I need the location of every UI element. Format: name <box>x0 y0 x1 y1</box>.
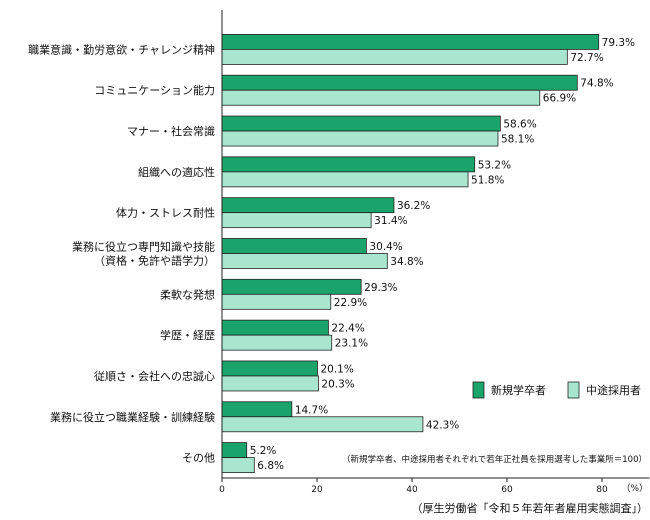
bar-mid-career-10 <box>221 457 255 473</box>
value-label-new-grads-5: 30.4% <box>369 241 402 253</box>
category-label-9: 業務に役立つ職業経験・訓練経験 <box>50 410 215 424</box>
x-tick-label-0: 0 <box>219 485 225 495</box>
bar-mid-career-8 <box>221 375 319 392</box>
bar-mid-career-7 <box>221 334 333 351</box>
bar-mid-career-0 <box>221 49 568 65</box>
source-citation: （厚生労働省「令和５年若年者雇用実態調査」） <box>412 501 649 515</box>
bar-new-grads-0 <box>221 34 600 50</box>
value-label-mid-career-4: 31.4% <box>374 215 407 227</box>
bar-mid-career-2 <box>221 130 499 147</box>
category-label-0: 職業意識・勤労意欲・チャレンジ精神 <box>28 42 215 56</box>
value-labels: 79.3% 72.7% 74.8% 66.9% 58.6% 58.1% 53.2% 51.8%… <box>250 37 635 472</box>
x-tick-label-1: 20 <box>311 485 323 495</box>
category-label-1: コミュニケーション能力 <box>94 83 215 97</box>
chart-note: （新規学卒者、中途採用者それぞれで若年正社員を採用選考した事業所＝100） <box>342 454 647 465</box>
value-label-new-grads-7: 22.4% <box>331 323 364 335</box>
bar-new-grads-6 <box>221 278 362 295</box>
value-label-mid-career-7: 23.1% <box>335 338 368 350</box>
category-label-4: 体力・ストレス耐性 <box>116 206 215 220</box>
legend-label-mid-career: 中途採用者 <box>586 383 641 397</box>
value-label-new-grads-9: 14.7% <box>295 404 328 416</box>
value-label-new-grads-1: 74.8% <box>580 78 613 90</box>
bar-new-grads-10 <box>221 442 248 458</box>
x-tick-labels: 0 20 40 60 80 <box>219 478 608 495</box>
category-label-6: 柔軟な発想 <box>160 287 215 301</box>
bar-new-grads-1 <box>221 74 578 91</box>
value-label-mid-career-1: 66.9% <box>543 93 576 105</box>
legend: 新規学卒者 中途採用者 <box>472 381 641 399</box>
value-label-new-grads-3: 53.2% <box>478 159 511 171</box>
value-label-new-grads-10: 5.2% <box>250 445 277 457</box>
value-label-mid-career-6: 22.9% <box>334 297 367 309</box>
value-label-new-grads-4: 36.2% <box>397 200 430 212</box>
bar-new-grads-5 <box>221 238 367 254</box>
value-label-mid-career-2: 58.1% <box>501 134 534 146</box>
value-label-mid-career-8: 20.3% <box>321 378 354 390</box>
axes <box>221 10 650 479</box>
category-labels: 職業意識・勤労意欲・チャレンジ精神コミュニケーション能力マナー・社会常識組織への… <box>28 42 215 464</box>
bar-new-grads-4 <box>221 197 395 214</box>
value-label-mid-career-10: 6.8% <box>257 460 284 472</box>
category-label-5-line-1: （資格・免許や語学力） <box>94 254 215 268</box>
bar-new-grads-7 <box>221 319 329 336</box>
value-label-new-grads-2: 58.6% <box>503 119 536 131</box>
legend-swatch-mid-career <box>567 381 580 399</box>
bar-mid-career-3 <box>221 171 469 188</box>
bar-mid-career-6 <box>221 293 332 310</box>
bar-new-grads-3 <box>221 156 476 173</box>
category-label-5-line-0: 業務に役立つ専門知識や技能 <box>72 240 215 254</box>
category-label-2: マナー・社会常識 <box>127 124 215 138</box>
bar-new-grads-8 <box>221 360 318 377</box>
category-label-3: 組織への適応性 <box>138 165 215 179</box>
bar-mid-career-5 <box>221 253 388 269</box>
value-label-mid-career-9: 42.3% <box>426 419 459 431</box>
bar-mid-career-9 <box>221 416 424 433</box>
legend-label-new-grads: 新規学卒者 <box>491 383 546 397</box>
value-label-new-grads-8: 20.1% <box>320 363 353 375</box>
category-label-8: 従順さ・会社への忠誠心 <box>94 369 215 383</box>
bar-new-grads-9 <box>221 401 293 418</box>
x-tick-label-2: 40 <box>406 485 418 495</box>
x-tick-label-4: 80 <box>596 485 608 495</box>
value-label-new-grads-6: 29.3% <box>364 282 397 294</box>
category-label-7: 学歴・経歴 <box>160 328 215 342</box>
legend-swatch-new-grads <box>472 381 485 399</box>
value-label-mid-career-5: 34.8% <box>390 256 423 268</box>
value-label-new-grads-0: 79.3% <box>602 37 635 49</box>
value-label-mid-career-3: 51.8% <box>471 174 504 186</box>
x-axis-unit: （%） <box>621 483 648 494</box>
bar-mid-career-4 <box>221 212 372 229</box>
bar-new-grads-2 <box>221 115 501 132</box>
x-tick-label-3: 60 <box>501 485 513 495</box>
value-label-mid-career-0: 72.7% <box>570 52 603 64</box>
category-label-10: その他 <box>182 452 215 465</box>
bar-mid-career-1 <box>221 89 541 106</box>
